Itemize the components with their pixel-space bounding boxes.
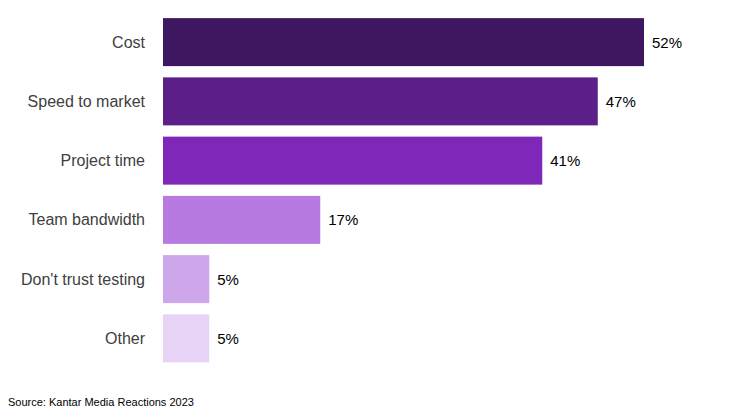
- data-label: 5%: [217, 271, 239, 288]
- category-label: Don't trust testing: [21, 271, 145, 288]
- chart-container: Cost 52% Speed to market 47% Project time 41%…: [0, 0, 750, 415]
- bar: [163, 255, 209, 303]
- bar: [163, 314, 209, 362]
- bar: [163, 137, 542, 185]
- chart-svg: Cost 52% Speed to market 47% Project time 41%…: [0, 0, 750, 415]
- category-label: Speed to market: [28, 93, 146, 110]
- data-label: 17%: [328, 211, 358, 228]
- data-label: 41%: [550, 152, 580, 169]
- labels: Cost 52% Speed to market 47% Project time 41%…: [21, 34, 682, 347]
- data-label: 52%: [652, 34, 682, 51]
- category-label: Project time: [61, 152, 146, 169]
- category-label: Team bandwidth: [28, 211, 145, 228]
- bar: [163, 77, 598, 125]
- category-label: Cost: [112, 34, 145, 51]
- category-label: Other: [105, 330, 146, 347]
- bars: [163, 18, 644, 362]
- data-label: 5%: [217, 330, 239, 347]
- data-label: 47%: [606, 93, 636, 110]
- bar: [163, 18, 644, 66]
- bar: [163, 196, 320, 244]
- source-note: Source: Kantar Media Reactions 2023: [8, 396, 194, 408]
